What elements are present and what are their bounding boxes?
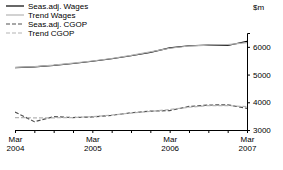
x-tick — [150, 130, 151, 133]
x-tick-mark — [54, 130, 55, 133]
x-axis-line — [16, 131, 248, 134]
y-tick-label: 3000 — [253, 126, 271, 135]
legend-swatch — [6, 14, 24, 15]
x-tick-mark — [131, 130, 132, 133]
x-tick-mark — [34, 130, 35, 133]
y-tick: 5000 — [247, 71, 271, 80]
legend-swatch — [6, 5, 24, 6]
y-tick-mark — [247, 102, 250, 103]
y-tick: 4000 — [247, 98, 271, 107]
x-tick-mark — [170, 130, 171, 133]
y-tick-mark — [247, 47, 250, 48]
y-tick-label: 6000 — [253, 43, 271, 52]
x-tick — [112, 130, 113, 133]
y-axis-title: $m — [253, 3, 264, 12]
x-tick: Mar2006 — [161, 130, 179, 153]
legend: Seas.adj. WagesTrend WagesSeas.adj. CGOP… — [6, 2, 88, 38]
x-tick — [54, 130, 55, 133]
y-tick: 6000 — [247, 43, 271, 52]
series-line — [15, 105, 247, 122]
x-tick-mark — [150, 130, 151, 133]
x-tick — [131, 130, 132, 133]
x-tick-mark — [208, 130, 209, 133]
x-tick-mark — [228, 130, 229, 133]
x-tick — [73, 130, 74, 133]
legend-label: Trend CGOP — [28, 29, 74, 38]
x-tick — [228, 130, 229, 133]
x-tick-mark — [112, 130, 113, 133]
x-tick: Mar2007 — [239, 130, 257, 153]
x-tick — [208, 130, 209, 133]
y-tick-mark — [247, 75, 250, 76]
series-line — [15, 43, 247, 68]
x-tick-mark — [189, 130, 190, 133]
x-tick-mark — [15, 130, 16, 133]
y-tick-label: 5000 — [253, 71, 271, 80]
x-axis: Mar2004 Mar2005 Mar2006 Mar2007 — [7, 130, 257, 153]
legend-label: Seas.adj. Wages — [28, 2, 88, 11]
chart: 3000400050006000$mMar2004Mar2005Mar2006M… — [0, 0, 283, 170]
x-tick-mark — [73, 130, 74, 133]
x-tick-label: Mar2007 — [239, 135, 257, 154]
x-tick-label: Mar2006 — [161, 135, 179, 154]
x-tick: Mar2004 — [7, 130, 25, 153]
x-tick-mark — [247, 130, 248, 133]
x-tick-label: Mar2005 — [84, 135, 102, 154]
y-tick-label: 4000 — [253, 98, 271, 107]
series-line — [15, 106, 247, 118]
x-tick-label: Mar2004 — [7, 135, 25, 154]
legend-swatch — [6, 32, 24, 33]
x-tick — [189, 130, 190, 133]
series-line — [15, 41, 247, 67]
x-tick — [34, 130, 35, 133]
y-axis-line — [248, 34, 251, 131]
legend-label: Trend Wages — [28, 11, 75, 20]
plot-lines — [15, 41, 247, 121]
y-axis: 3000 4000 5000 6000 — [247, 34, 271, 136]
legend-label: Seas.adj. CGOP — [28, 20, 87, 29]
x-tick-mark — [92, 130, 93, 133]
x-tick: Mar2005 — [84, 130, 102, 153]
legend-swatch — [6, 23, 24, 24]
